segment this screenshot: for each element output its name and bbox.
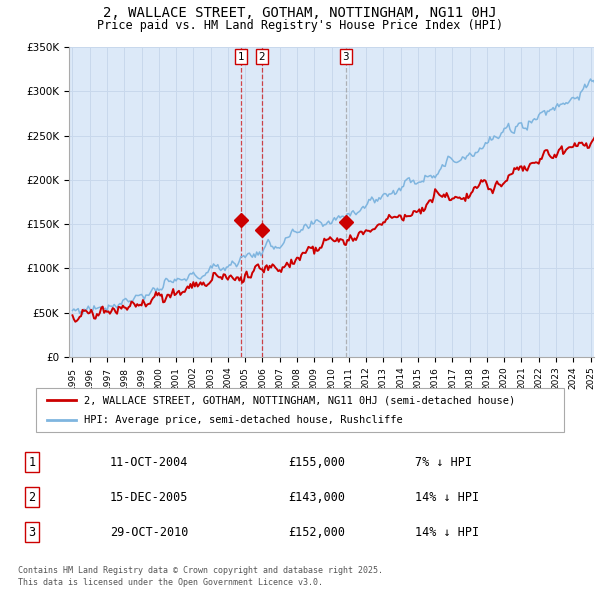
Text: 1: 1 [238, 52, 245, 61]
Text: 3: 3 [29, 526, 36, 539]
Text: £155,000: £155,000 [289, 455, 346, 468]
Text: 29-OCT-2010: 29-OCT-2010 [110, 526, 188, 539]
Text: 11-OCT-2004: 11-OCT-2004 [110, 455, 188, 468]
Text: 3: 3 [343, 52, 349, 61]
Text: Contains HM Land Registry data © Crown copyright and database right 2025.
This d: Contains HM Land Registry data © Crown c… [18, 566, 383, 587]
Text: £143,000: £143,000 [289, 490, 346, 504]
Text: 14% ↓ HPI: 14% ↓ HPI [415, 490, 479, 504]
Text: Price paid vs. HM Land Registry's House Price Index (HPI): Price paid vs. HM Land Registry's House … [97, 19, 503, 32]
Text: HPI: Average price, semi-detached house, Rushcliffe: HPI: Average price, semi-detached house,… [83, 415, 402, 425]
Text: £152,000: £152,000 [289, 526, 346, 539]
Text: 15-DEC-2005: 15-DEC-2005 [110, 490, 188, 504]
Text: 7% ↓ HPI: 7% ↓ HPI [415, 455, 472, 468]
Text: 2: 2 [29, 490, 36, 504]
Text: 14% ↓ HPI: 14% ↓ HPI [415, 526, 479, 539]
Text: 2, WALLACE STREET, GOTHAM, NOTTINGHAM, NG11 0HJ (semi-detached house): 2, WALLACE STREET, GOTHAM, NOTTINGHAM, N… [83, 395, 515, 405]
Text: 1: 1 [29, 455, 36, 468]
Text: 2: 2 [259, 52, 265, 61]
Text: 2, WALLACE STREET, GOTHAM, NOTTINGHAM, NG11 0HJ: 2, WALLACE STREET, GOTHAM, NOTTINGHAM, N… [103, 6, 497, 20]
